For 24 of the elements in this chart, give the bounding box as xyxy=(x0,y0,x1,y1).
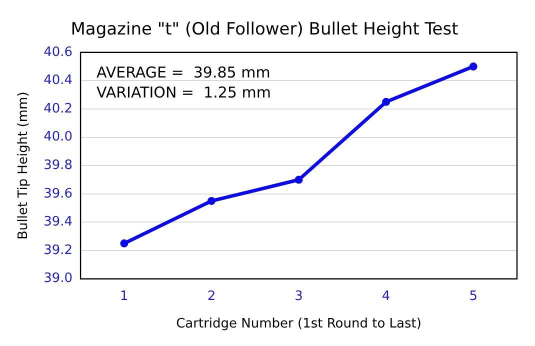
point xyxy=(382,98,390,106)
x-tick-label: 4 xyxy=(382,288,390,304)
y-tick-label: 40.2 xyxy=(44,101,73,116)
y-tick-label: 39.8 xyxy=(44,158,73,173)
point xyxy=(120,239,128,248)
y-axis-title: Bullet Tip Height (mm) xyxy=(16,92,32,240)
chart-title: Magazine "t" (Old Follower) Bullet Height Test xyxy=(70,20,459,40)
annotation: AVERAGE = 39.85 mm xyxy=(96,63,270,82)
x-tick-label: 1 xyxy=(120,288,128,304)
point xyxy=(469,62,478,71)
y-tick-label: 40.0 xyxy=(44,130,73,145)
y-tick-label: 39.0 xyxy=(44,271,73,286)
y-tick-label: 40.6 xyxy=(44,44,73,60)
x-axis-title: Cartridge Number (1st Round to Last) xyxy=(176,316,422,332)
y-tick-label: 40.4 xyxy=(44,73,73,88)
x-tick-label: 5 xyxy=(469,288,478,304)
point xyxy=(207,196,216,205)
point xyxy=(294,176,303,184)
y-tick-label: 39.6 xyxy=(44,186,73,202)
y-tick-label: 39.2 xyxy=(44,242,73,258)
annotation: VARIATION = 1.25 mm xyxy=(96,83,271,102)
x-tick-label: 3 xyxy=(294,288,303,304)
y-tick-label: 39.4 xyxy=(44,214,73,230)
x-tick-label: 2 xyxy=(207,288,216,304)
